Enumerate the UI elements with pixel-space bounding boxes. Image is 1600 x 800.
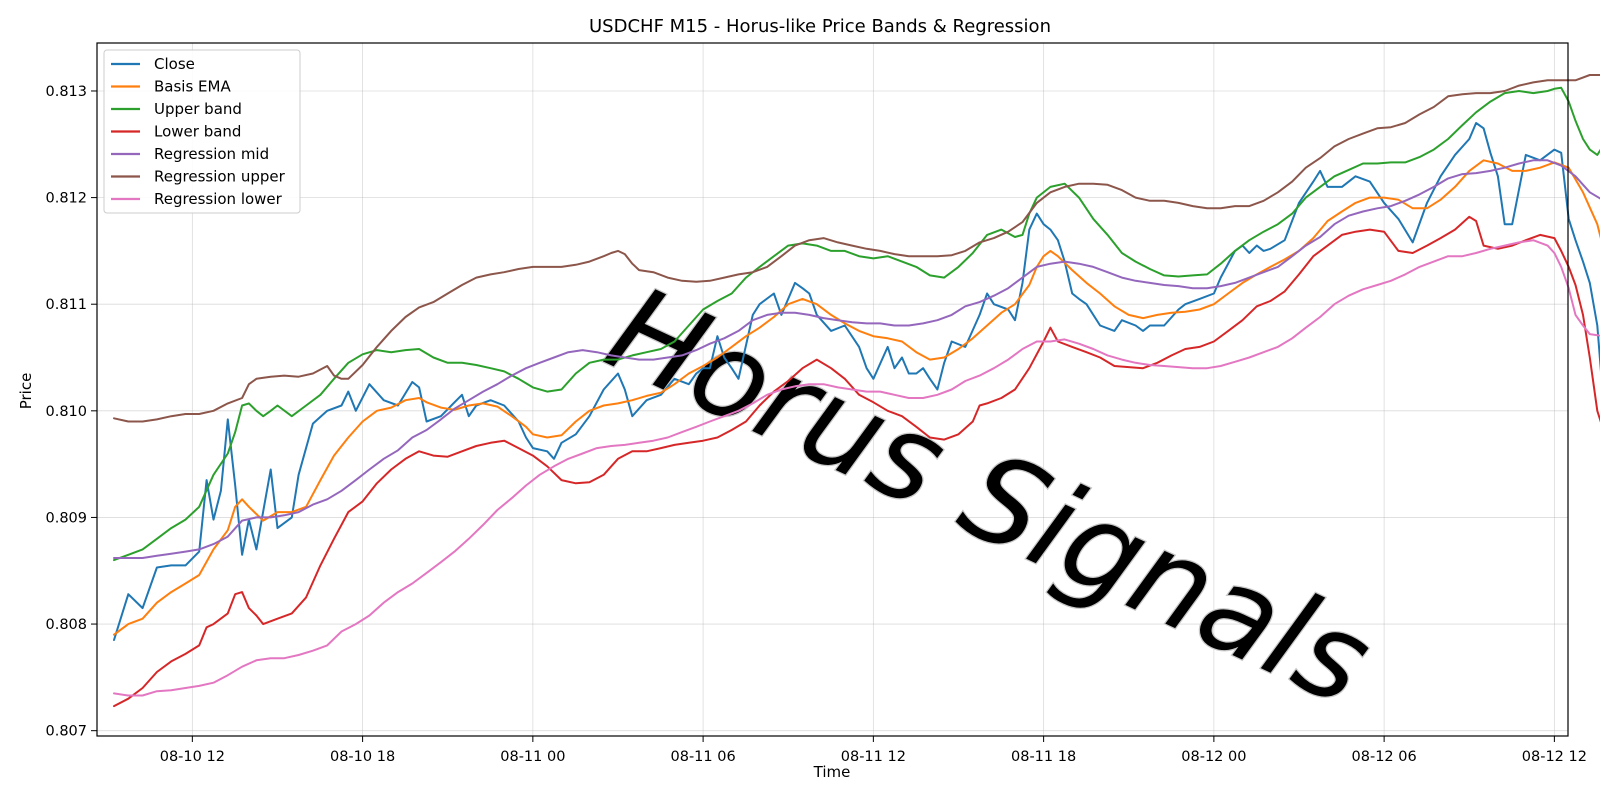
x-axis: 08-10 12 08-10 18 08-11 00 08-11 06 08-11 12… bbox=[160, 736, 1587, 765]
x-tick-label: 08-11 12 bbox=[841, 749, 906, 765]
y-tick-label: 0.813 bbox=[45, 84, 87, 100]
plot-frame bbox=[96, 42, 1569, 737]
x-axis-label: Time bbox=[813, 763, 851, 781]
chart-title: USDCHF M15 - Horus-like Price Bands & Re… bbox=[589, 16, 1051, 37]
series-line-regression-mid bbox=[113, 159, 1600, 559]
legend-label: Close bbox=[154, 55, 195, 73]
series-line-regression-lower bbox=[113, 239, 1600, 697]
y-tick-label: 0.809 bbox=[45, 510, 87, 526]
legend-label: Upper band bbox=[154, 100, 242, 118]
y-axis: 0.807 0.808 0.809 0.810 0.811 0.812 0.813 bbox=[45, 84, 97, 740]
legend-label: Lower band bbox=[154, 123, 241, 141]
x-tick-label: 08-10 18 bbox=[330, 749, 395, 765]
series-line-upper-band bbox=[113, 86, 1600, 562]
legend-label: Basis EMA bbox=[154, 78, 231, 96]
y-tick-label: 0.807 bbox=[45, 724, 87, 740]
y-tick-label: 0.808 bbox=[45, 617, 87, 633]
series-line-lower-band bbox=[113, 215, 1600, 708]
y-axis-label: Price bbox=[17, 373, 35, 410]
series-line-regression-upper bbox=[113, 74, 1600, 423]
y-tick-label: 0.810 bbox=[45, 404, 87, 420]
x-tick-label: 08-10 12 bbox=[160, 749, 225, 765]
legend-label: Regression lower bbox=[154, 190, 283, 208]
x-tick-label: 08-12 12 bbox=[1522, 749, 1587, 765]
legend: Close Basis EMA Upper band Lower band Regres… bbox=[103, 49, 301, 214]
grid bbox=[97, 43, 1568, 736]
x-tick-label: 08-11 00 bbox=[500, 749, 565, 765]
x-tick-label: 08-11 06 bbox=[671, 749, 736, 765]
x-tick-label: 08-12 06 bbox=[1352, 749, 1417, 765]
legend-frame bbox=[103, 49, 301, 214]
x-tick-label: 08-12 00 bbox=[1181, 749, 1246, 765]
x-tick-label: 08-11 18 bbox=[1011, 749, 1076, 765]
legend-label: Regression mid bbox=[154, 145, 269, 163]
y-tick-label: 0.811 bbox=[45, 297, 87, 313]
series-line-basis-ema bbox=[113, 159, 1600, 636]
series-layer bbox=[113, 74, 1600, 708]
legend-label: Regression upper bbox=[154, 168, 286, 186]
series-line-close bbox=[113, 122, 1600, 641]
y-tick-label: 0.812 bbox=[45, 191, 87, 207]
